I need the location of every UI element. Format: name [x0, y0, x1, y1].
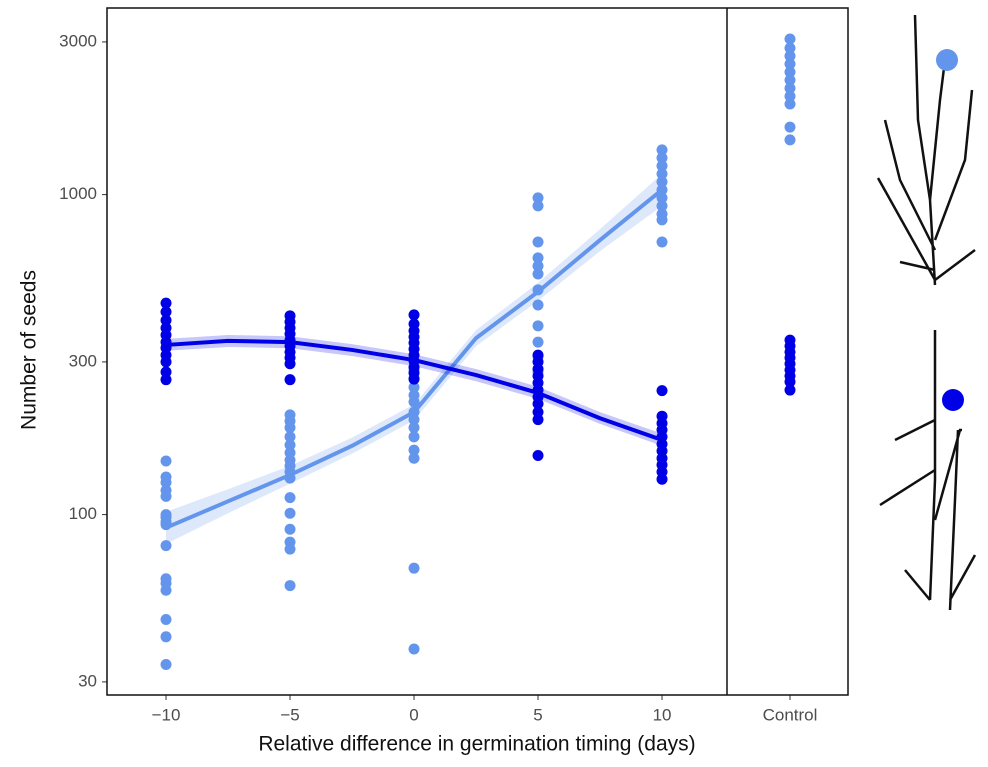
point	[284, 422, 296, 434]
legend-dot	[936, 49, 958, 71]
point	[532, 260, 544, 272]
point	[284, 507, 296, 519]
point	[284, 543, 296, 555]
point	[284, 523, 296, 535]
point	[532, 252, 544, 264]
point	[532, 320, 544, 332]
point	[284, 492, 296, 504]
point	[408, 452, 420, 464]
point	[656, 200, 668, 212]
x-tick-label: Control	[763, 705, 818, 724]
point	[160, 476, 172, 488]
control-point	[784, 74, 796, 86]
plant-b	[879, 330, 977, 611]
control-point	[784, 82, 796, 94]
point	[408, 381, 420, 393]
point	[656, 168, 668, 180]
point	[408, 396, 420, 408]
control-point	[784, 134, 796, 146]
point	[532, 268, 544, 280]
point	[532, 299, 544, 311]
point	[656, 473, 668, 485]
point	[656, 144, 668, 156]
point	[408, 431, 420, 443]
point	[408, 309, 420, 321]
point	[532, 236, 544, 248]
fit-line	[165, 338, 663, 442]
point	[532, 336, 544, 348]
point	[284, 431, 296, 443]
plant-icons	[876, 14, 977, 611]
control-point	[784, 58, 796, 70]
point	[160, 584, 172, 596]
point	[656, 214, 668, 226]
control-point	[784, 66, 796, 78]
y-axis-title: Number of seeds	[18, 270, 41, 430]
control-point	[784, 376, 796, 388]
control-point	[784, 50, 796, 62]
y-tick-label: 30	[78, 671, 97, 690]
point	[284, 374, 296, 386]
point	[656, 192, 668, 204]
point	[656, 152, 668, 164]
control-point	[784, 384, 796, 396]
x-tick-label: 0	[409, 705, 418, 724]
x-tick-label: −5	[280, 705, 299, 724]
point	[160, 297, 172, 309]
point	[532, 406, 544, 418]
point	[284, 580, 296, 592]
y-tick-label: 1000	[59, 184, 97, 203]
control-point	[784, 42, 796, 54]
point	[284, 439, 296, 451]
point	[160, 490, 172, 502]
point	[160, 659, 172, 671]
y-tick-label: 300	[69, 351, 97, 370]
y-tick-label: 3000	[59, 31, 97, 50]
point	[656, 385, 668, 397]
point	[532, 192, 544, 204]
point	[532, 398, 544, 410]
confidence-band	[166, 335, 663, 446]
control-point	[784, 121, 796, 133]
control-point	[784, 98, 796, 110]
point	[532, 449, 544, 461]
point	[532, 414, 544, 426]
point	[160, 631, 172, 643]
point	[160, 614, 172, 626]
point	[656, 160, 668, 172]
x-tick-label: 5	[533, 705, 542, 724]
point	[160, 356, 172, 368]
control-point	[784, 33, 796, 45]
y-tick-label: 100	[69, 504, 97, 523]
point	[656, 176, 668, 188]
x-tick-label: 10	[653, 705, 672, 724]
plot-frame	[106, 7, 849, 696]
point	[160, 455, 172, 467]
plant-a	[876, 14, 976, 286]
point	[656, 236, 668, 248]
point	[408, 562, 420, 574]
point	[160, 540, 172, 552]
point	[160, 366, 172, 378]
point	[160, 306, 172, 318]
point	[160, 314, 172, 326]
point	[408, 414, 420, 426]
point	[284, 358, 296, 370]
point	[408, 643, 420, 655]
point	[408, 422, 420, 434]
point	[532, 200, 544, 212]
point	[160, 374, 172, 386]
legend-dot	[942, 389, 964, 411]
point	[408, 373, 420, 385]
point	[408, 444, 420, 456]
x-tick-label: −10	[152, 705, 181, 724]
fit-line	[165, 188, 664, 530]
control-point	[784, 90, 796, 102]
x-axis-title: Relative difference in germination timin…	[258, 733, 695, 756]
